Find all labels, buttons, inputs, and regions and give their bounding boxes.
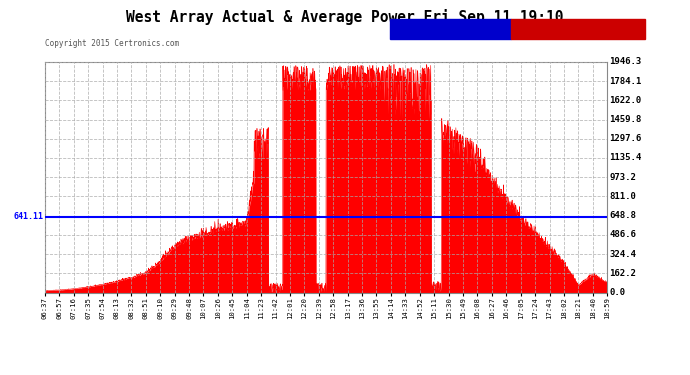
Text: Average  (DC Watts): Average (DC Watts)	[404, 25, 497, 34]
Text: 1135.4: 1135.4	[609, 153, 642, 162]
Text: 1297.6: 1297.6	[609, 134, 642, 143]
Text: Copyright 2015 Certronics.com: Copyright 2015 Certronics.com	[45, 39, 179, 48]
Text: 973.2: 973.2	[609, 172, 636, 182]
Text: 1946.3: 1946.3	[609, 57, 642, 66]
Text: West Array Actual & Average Power Fri Sep 11 19:10: West Array Actual & Average Power Fri Se…	[126, 9, 564, 26]
Text: 1784.1: 1784.1	[609, 76, 642, 86]
Text: 811.0: 811.0	[609, 192, 636, 201]
Text: West Array  (DC Watts): West Array (DC Watts)	[524, 25, 631, 34]
Text: 324.4: 324.4	[609, 249, 636, 258]
Text: 641.11: 641.11	[14, 212, 43, 221]
Text: 648.8: 648.8	[609, 211, 636, 220]
Text: 486.6: 486.6	[609, 230, 636, 239]
Text: 1622.0: 1622.0	[609, 96, 642, 105]
Text: 0.0: 0.0	[609, 288, 625, 297]
Text: 1459.8: 1459.8	[609, 115, 642, 124]
Text: 162.2: 162.2	[609, 269, 636, 278]
